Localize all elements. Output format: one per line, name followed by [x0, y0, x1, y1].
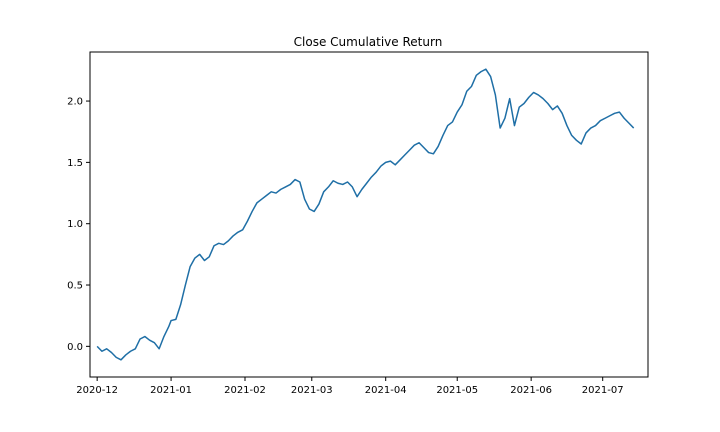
- y-tick-label: 1.0: [67, 219, 83, 230]
- series-line-0: [96, 68, 635, 361]
- x-tick-label: 2021-04: [365, 385, 407, 396]
- axis-ticks: 2020-12 2021-01 2021-02 2021-03 2021-04 2021-…: [67, 97, 623, 396]
- x-tick-label: 2021-02: [224, 385, 266, 396]
- y-tick-label: 2.0: [67, 97, 83, 108]
- y-tick-label: 0.5: [67, 281, 83, 292]
- x-tick-label: 2021-03: [291, 385, 333, 396]
- x-tick-label: 2021-05: [436, 385, 478, 396]
- y-tick-label: 0.0: [67, 342, 83, 353]
- y-tick-label: 1.5: [67, 158, 83, 169]
- chart-title: Close Cumulative Return: [294, 35, 443, 49]
- x-tick-label: 2021-07: [582, 385, 624, 396]
- axes-frame: [89, 51, 649, 378]
- x-tick-label: 2020-12: [76, 385, 118, 396]
- plot-area: [96, 68, 635, 361]
- x-tick-label: 2021-01: [150, 385, 192, 396]
- x-tick-label: 2021-06: [510, 385, 552, 396]
